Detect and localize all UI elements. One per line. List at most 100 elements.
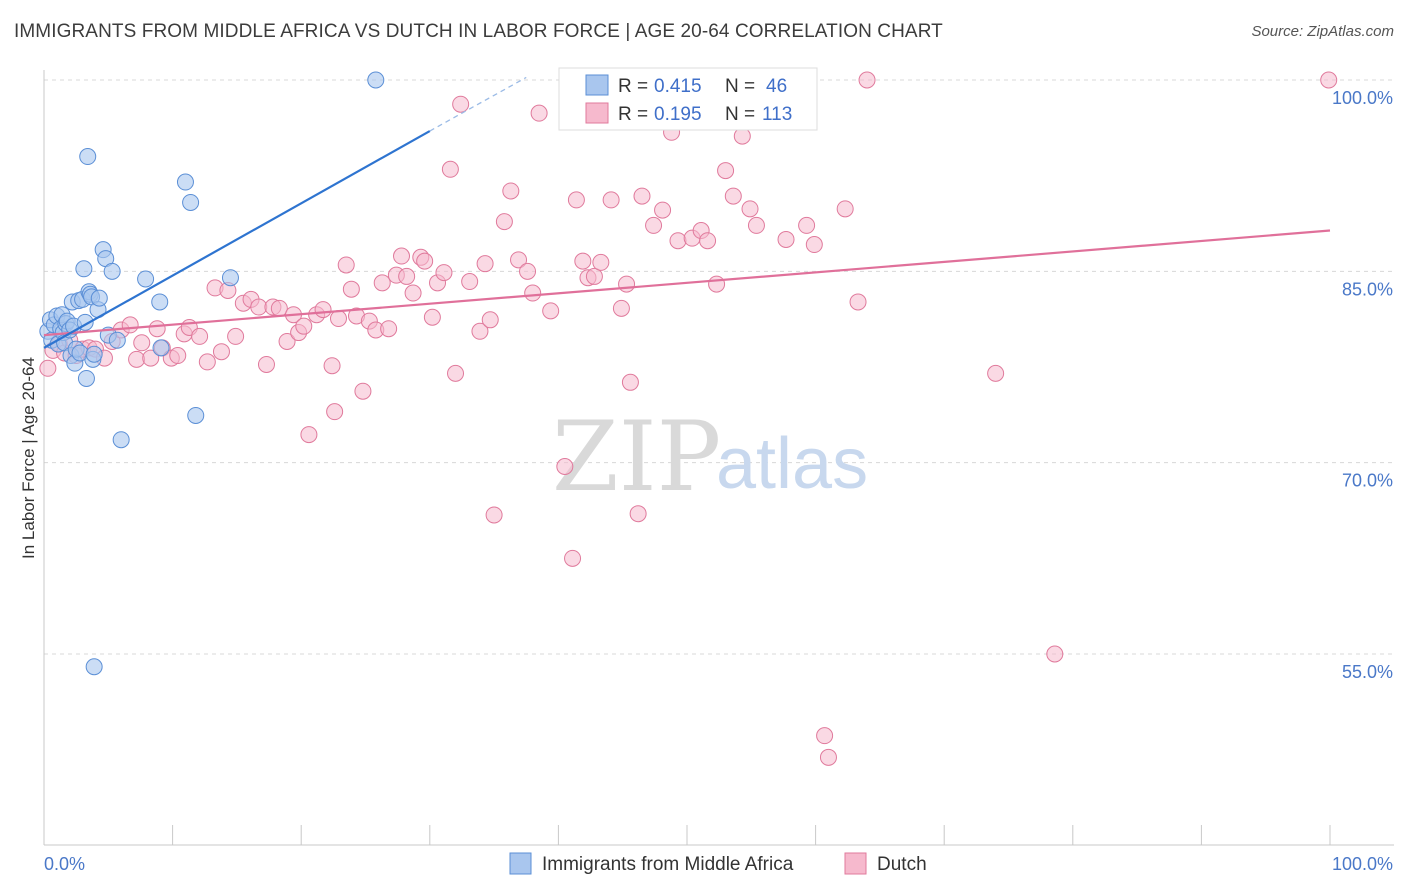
dutch-point — [212, 343, 230, 361]
dutch-point — [612, 299, 630, 317]
middle-africa-trendline-extension — [429, 76, 527, 132]
dutch-point — [733, 127, 751, 145]
dutch-point — [502, 182, 520, 200]
dutch-point — [329, 310, 347, 328]
dutch-point — [326, 403, 344, 421]
dutch-point — [524, 284, 542, 302]
axes — [43, 70, 1394, 846]
dutch-point — [404, 284, 422, 302]
middle-africa-point — [152, 339, 170, 357]
dutch-point — [257, 355, 275, 373]
dutch-point — [128, 350, 146, 368]
legend-r-label-2: R = — [618, 104, 648, 125]
y-tick-label: 100.0% — [1332, 88, 1393, 108]
x-tick-label: 100.0% — [1332, 854, 1393, 874]
dutch-point — [629, 505, 647, 523]
dutch-point — [295, 317, 313, 335]
dutch-point — [602, 191, 620, 209]
dutch-point — [987, 364, 1005, 382]
dutch-point — [481, 311, 499, 329]
dutch-point — [836, 200, 854, 218]
watermark-atlas: atlas — [716, 424, 868, 504]
watermark-zip: ZIP — [552, 401, 721, 513]
middle-africa-point — [77, 369, 95, 387]
dutch-point — [380, 320, 398, 338]
dutch-point — [699, 232, 717, 250]
dutch-point — [530, 104, 548, 122]
x-tick-label: 0.0% — [44, 854, 85, 874]
dutch-point — [169, 347, 187, 365]
dutch-point — [323, 357, 341, 375]
legend-r-value-2: 0.195 — [654, 104, 702, 125]
dutch-point — [564, 549, 582, 567]
dutch-point — [461, 273, 479, 291]
dutch-point — [798, 216, 816, 234]
trendlines — [43, 76, 1331, 349]
dutch-point — [849, 293, 867, 311]
dutch-point — [618, 275, 636, 293]
middle-africa-point — [112, 431, 130, 449]
dutch-point — [452, 95, 470, 113]
y-tick-label: 55.0% — [1342, 662, 1393, 682]
dutch-point — [270, 299, 288, 317]
dutch-point — [393, 247, 411, 265]
dutch-point — [654, 201, 672, 219]
dutch-point — [669, 232, 687, 250]
dutch-point — [717, 162, 735, 180]
dutch-point — [441, 160, 459, 178]
series-label-middle-africa: Immigrants from Middle Africa — [542, 854, 794, 875]
middle-africa-point — [221, 269, 239, 287]
middle-africa-point — [176, 173, 194, 191]
middle-africa-point — [137, 270, 155, 288]
stats-legend: R = 0.415 N = 46 R = 0.195 N = 113 — [558, 67, 818, 131]
series-label-dutch: Dutch — [877, 854, 927, 875]
legend-n-label-1: N = — [725, 76, 755, 97]
dutch-point — [354, 382, 372, 400]
middle-africa-point — [367, 71, 385, 89]
dutch-point — [747, 216, 765, 234]
middle-africa-point — [90, 289, 108, 307]
chart-source: Source: ZipAtlas.com — [1251, 23, 1394, 40]
dutch-point — [1046, 645, 1064, 663]
dutch-point — [621, 373, 639, 391]
middle-africa-point — [151, 293, 169, 311]
dutch-point — [148, 320, 166, 338]
x-tick-labels: 0.0% 100.0% — [44, 854, 1393, 874]
dutch-point — [227, 327, 245, 345]
dutch-point — [39, 359, 57, 377]
dutch-point — [574, 252, 592, 270]
series-swatch-dutch — [844, 852, 867, 875]
dutch-point — [191, 327, 209, 345]
middle-africa-point — [85, 345, 103, 363]
dutch-point — [1320, 71, 1338, 89]
middle-africa-point — [103, 262, 121, 280]
y-tick-label: 85.0% — [1342, 279, 1393, 299]
dutch-point — [510, 251, 528, 269]
dutch-point — [398, 267, 416, 285]
series-legend: Immigrants from Middle Africa Dutch — [509, 852, 927, 875]
dutch-point — [858, 71, 876, 89]
legend-n-label-2: N = — [725, 104, 755, 125]
dutch-point — [300, 426, 318, 444]
dutch-point — [423, 308, 441, 326]
dutch-point — [708, 275, 726, 293]
dutch-point — [542, 302, 560, 320]
dutch-trendline — [43, 229, 1331, 337]
middle-africa-point — [75, 260, 93, 278]
dutch-point — [556, 457, 574, 475]
dutch-point — [519, 262, 537, 280]
dutch-point — [585, 267, 603, 285]
dutch-point — [819, 748, 837, 766]
dutch-point — [805, 236, 823, 254]
dutch-point — [645, 216, 663, 234]
dutch-point — [435, 264, 453, 282]
dutch-point — [314, 301, 332, 319]
series-swatch-middle-africa — [509, 852, 532, 875]
legend-swatch-pink — [585, 102, 609, 124]
dutch-point — [592, 253, 610, 271]
dutch-point — [447, 364, 465, 382]
dutch-point — [337, 256, 355, 274]
middle-africa-point — [85, 658, 103, 676]
dutch-point — [816, 727, 834, 745]
